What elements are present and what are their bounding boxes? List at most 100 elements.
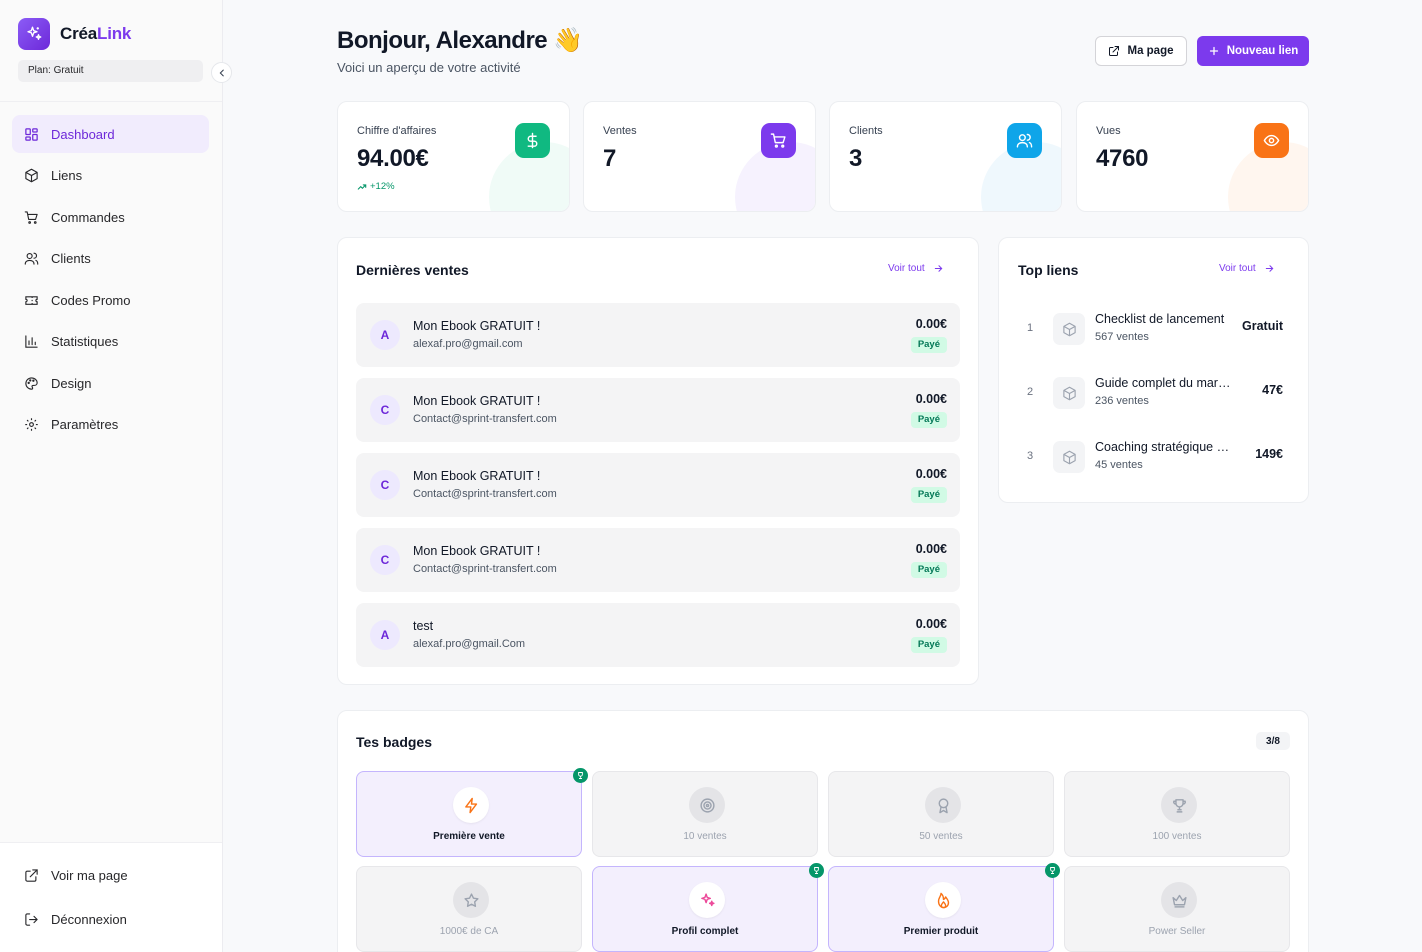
brand[interactable]: CréaLink <box>18 18 131 50</box>
recent-sales-card: Dernières ventes Voir tout A Mon Ebook G… <box>337 237 979 685</box>
badge-50-ventes[interactable]: 50 ventes <box>828 771 1054 857</box>
sale-product: test <box>413 619 434 633</box>
sale-email: Contact@sprint-transfert.com <box>413 488 557 500</box>
sale-product: Mon Ebook GRATUIT ! <box>413 394 541 408</box>
see-all-label: Voir tout <box>1219 263 1256 274</box>
badge-power-seller[interactable]: Power Seller <box>1064 866 1290 952</box>
status-badge: Payé <box>910 562 947 578</box>
page-title: Bonjour, Alexandre 👋 <box>337 27 583 54</box>
logout-button[interactable]: Déconnexion <box>12 900 209 938</box>
rank: 1 <box>1027 322 1034 334</box>
status-badge: Payé <box>910 337 947 353</box>
collapse-sidebar-button[interactable] <box>211 62 232 83</box>
new-link-label: Nouveau lien <box>1226 45 1299 57</box>
badge-10-ventes[interactable]: 10 ventes <box>592 771 818 857</box>
sale-amount: 0.00€ <box>915 617 947 631</box>
top-links-see-all-link[interactable]: Voir tout <box>1219 263 1275 274</box>
stat-card-revenue: Chiffre d'affaires 94.00€ +12% <box>337 101 570 212</box>
status-badge: Payé <box>910 637 947 653</box>
link-sales: 45 ventes <box>1095 459 1143 471</box>
page-subtitle: Voici un aperçu de votre activité <box>337 60 521 75</box>
sidebar-item-design[interactable]: Design <box>12 364 209 402</box>
view-my-page-link[interactable]: Voir ma page <box>12 856 209 894</box>
top-link-row[interactable]: 2 Guide complet du marketing 236 ventes … <box>1018 373 1283 413</box>
badge-label: Première vente <box>433 831 505 842</box>
sidebar-item-commandes[interactable]: Commandes <box>12 198 209 236</box>
sidebar-item-clients[interactable]: Clients <box>12 240 209 278</box>
avatar: A <box>370 320 400 350</box>
sidebar-item-dashboard[interactable]: Dashboard <box>12 115 209 153</box>
dollar-icon <box>515 123 550 158</box>
rank: 2 <box>1027 386 1034 398</box>
sidebar-footer: Voir ma page Déconnexion <box>0 842 222 952</box>
status-badge: Payé <box>910 412 947 428</box>
sidebar-item-label: Déconnexion <box>51 911 127 927</box>
stat-trend-value: +12% <box>370 181 395 192</box>
sidebar-nav: Dashboard Liens Commandes Clients Codes … <box>12 115 209 447</box>
sale-row[interactable]: A test alexaf.pro@gmail.Com 0.00€ Payé <box>356 603 960 667</box>
stat-card-views: Vues 4760 <box>1076 101 1309 212</box>
link-title: Guide complet du marketing <box>1095 376 1232 390</box>
sale-product: Mon Ebook GRATUIT ! <box>413 319 541 333</box>
link-sales: 236 ventes <box>1095 395 1149 407</box>
avatar: C <box>370 395 400 425</box>
sidebar-item-label: Design <box>51 375 92 391</box>
recent-sales-title: Dernières ventes <box>356 262 469 278</box>
package-icon <box>25 168 38 183</box>
badge-premiere-vente[interactable]: Première vente <box>356 768 588 857</box>
badge-premier-produit[interactable]: Premier produit <box>828 863 1060 952</box>
badge-1000-ca[interactable]: 1000€ de CA <box>356 866 582 952</box>
badge-label: 50 ventes <box>919 831 963 842</box>
avatar: C <box>370 470 400 500</box>
dashboard-icon <box>25 127 38 141</box>
badge-profil-complet[interactable]: Profil complet <box>592 863 824 952</box>
badges-title: Tes badges <box>356 734 432 750</box>
link-price: Gratuit <box>1242 319 1283 333</box>
trophy-check-icon <box>573 768 588 783</box>
stat-card-sales: Ventes 7 <box>583 101 816 212</box>
sales-see-all-link[interactable]: Voir tout <box>888 263 944 274</box>
link-price: 149€ <box>1255 447 1283 461</box>
sale-email: Contact@sprint-transfert.com <box>413 563 557 575</box>
stat-value: 4760 <box>1096 145 1149 172</box>
sidebar-item-codes-promo[interactable]: Codes Promo <box>12 281 209 319</box>
my-page-button[interactable]: Ma page <box>1095 36 1187 66</box>
bar-chart-icon <box>25 335 38 348</box>
stat-label: Vues <box>1096 125 1121 137</box>
sale-row[interactable]: C Mon Ebook GRATUIT ! Contact@sprint-tra… <box>356 378 960 442</box>
stat-value: 94.00€ <box>357 145 429 172</box>
badges-count: 3/8 <box>1256 732 1290 750</box>
sale-row[interactable]: C Mon Ebook GRATUIT ! Contact@sprint-tra… <box>356 453 960 517</box>
plus-icon <box>1209 46 1218 56</box>
top-link-row[interactable]: 3 Coaching stratégique personnalisé 45 v… <box>1018 437 1283 477</box>
crown-icon <box>1161 882 1197 918</box>
cart-icon <box>761 123 796 158</box>
trophy-icon <box>1161 787 1197 823</box>
stat-label: Chiffre d'affaires <box>357 125 437 137</box>
sale-product: Mon Ebook GRATUIT ! <box>413 544 541 558</box>
sidebar-item-statistiques[interactable]: Statistiques <box>12 323 209 361</box>
trophy-check-icon <box>809 863 824 878</box>
arrow-right-icon <box>934 265 943 272</box>
sparkles-icon <box>689 882 725 918</box>
badge-label: 10 ventes <box>683 831 727 842</box>
sale-row[interactable]: A Mon Ebook GRATUIT ! alexaf.pro@gmail.c… <box>356 303 960 367</box>
sidebar-item-liens[interactable]: Liens <box>12 157 209 195</box>
sale-amount: 0.00€ <box>915 542 947 556</box>
badge-label: Power Seller <box>1148 926 1206 937</box>
sale-email: alexaf.pro@gmail.Com <box>413 638 526 650</box>
sidebar: CréaLink Plan: Gratuit Dashboard Liens C… <box>0 0 223 952</box>
avatar: C <box>370 545 400 575</box>
package-icon <box>1053 313 1085 345</box>
link-title: Checklist de lancement <box>1095 312 1225 326</box>
new-link-button[interactable]: Nouveau lien <box>1197 36 1309 66</box>
sale-row[interactable]: C Mon Ebook GRATUIT ! Contact@sprint-tra… <box>356 528 960 592</box>
stat-label: Ventes <box>603 125 637 137</box>
sale-email: Contact@sprint-transfert.com <box>413 413 557 425</box>
stat-trend: +12% <box>357 181 395 192</box>
sidebar-item-parametres[interactable]: Paramètres <box>12 406 209 444</box>
badge-100-ventes[interactable]: 100 ventes <box>1064 771 1290 857</box>
link-title: Coaching stratégique personnalisé <box>1095 440 1232 454</box>
top-link-row[interactable]: 1 Checklist de lancement 567 ventes Grat… <box>1018 309 1283 349</box>
cart-icon <box>24 210 38 224</box>
